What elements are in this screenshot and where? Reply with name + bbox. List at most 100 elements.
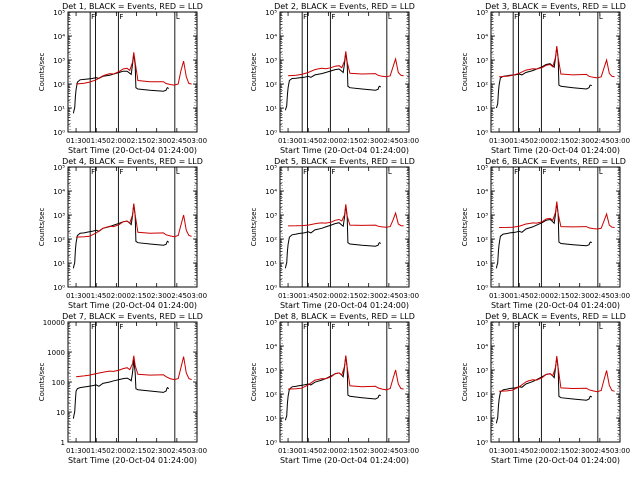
y-axis-label: Counts/sec: [250, 53, 258, 92]
x-tick-label: 01:30: [66, 292, 86, 300]
marker-letter: F: [119, 13, 123, 21]
x-tick-label: 02:30: [570, 137, 590, 145]
y-tick-label: 10²: [476, 236, 488, 244]
marker-letter: F: [331, 168, 335, 176]
x-tick-label: 03:00: [610, 447, 630, 455]
y-tick-label: 1: [61, 439, 65, 447]
x-tick-label: 02:00: [318, 292, 338, 300]
marker-letter: F: [542, 323, 546, 331]
panel-title: Det 6, BLACK = Events, RED = LLD: [485, 157, 626, 166]
y-tick-label: 10⁰: [476, 439, 488, 447]
lld-series-line: [76, 52, 192, 86]
x-tick-label: 02:45: [590, 292, 610, 300]
lld-series-line: [76, 355, 192, 381]
y-tick-label: 10⁰: [53, 284, 65, 292]
x-tick-label: 02:15: [549, 137, 569, 145]
y-tick-label: 10: [56, 409, 65, 417]
events-series-line: [284, 205, 382, 269]
x-tick-label: 02:45: [590, 447, 610, 455]
panel-title: Det 1, BLACK = Events, RED = LLD: [62, 2, 203, 11]
y-tick-label: 10⁵: [476, 164, 488, 172]
x-tick-label: 02:00: [529, 137, 549, 145]
y-tick-label: 10⁴: [265, 343, 277, 351]
x-tick-label: 02:30: [147, 292, 167, 300]
marker-letter: L: [599, 13, 603, 21]
y-tick-label: 100: [52, 379, 65, 387]
y-tick-label: 10⁵: [476, 9, 488, 17]
y-tick-label: 10⁴: [265, 33, 277, 41]
x-tick-label: 02:30: [147, 447, 167, 455]
events-series-line: [495, 46, 592, 109]
marker-letter: L: [388, 13, 392, 21]
y-tick-label: 10¹: [265, 105, 277, 113]
lld-series-line: [499, 46, 615, 79]
plot-frame: [490, 11, 621, 133]
marker-letter: F: [303, 13, 307, 21]
y-tick-label: 10⁵: [53, 9, 65, 17]
lld-series-line: [499, 201, 615, 230]
y-tick-label: 10⁵: [265, 319, 277, 327]
y-tick-label: 10⁰: [476, 284, 488, 292]
x-tick-label: 02:00: [318, 137, 338, 145]
marker-letter: F: [91, 168, 95, 176]
x-tick-label: 02:45: [167, 447, 187, 455]
x-tick-label: 03:00: [399, 137, 419, 145]
marker-letter: F: [514, 13, 518, 21]
plot-frame: [67, 321, 198, 443]
x-tick-label: 02:30: [147, 137, 167, 145]
y-tick-label: 10²: [476, 81, 488, 89]
x-tick-label: 01:45: [509, 292, 529, 300]
x-tick-label: 02:45: [590, 137, 610, 145]
x-tick-label: 02:00: [529, 447, 549, 455]
y-tick-label: 10³: [476, 57, 488, 65]
x-tick-label: 02:30: [359, 137, 379, 145]
panel-title: Det 5, BLACK = Events, RED = LLD: [274, 157, 415, 166]
x-tick-label: 02:30: [359, 447, 379, 455]
x-tick-label: 02:30: [359, 292, 379, 300]
marker-letter: F: [303, 323, 307, 331]
x-tick-label: 01:45: [86, 447, 106, 455]
y-tick-label: 10³: [476, 367, 488, 375]
y-tick-label: 10³: [53, 212, 65, 220]
y-axis-label: Counts/sec: [250, 363, 258, 402]
x-tick-label: 01:45: [86, 292, 106, 300]
x-tick-label: 01:30: [278, 447, 298, 455]
x-tick-label: 02:45: [379, 292, 399, 300]
x-tick-label: 01:30: [489, 137, 509, 145]
x-tick-label: 02:00: [529, 292, 549, 300]
panel-title: Det 9, BLACK = Events, RED = LLD: [485, 312, 626, 321]
x-tick-label: 01:45: [509, 137, 529, 145]
y-tick-label: 10⁴: [53, 188, 65, 196]
y-tick-label: 10⁵: [476, 319, 488, 327]
x-tick-label: 01:30: [489, 292, 509, 300]
panel-title: Det 8, BLACK = Events, RED = LLD: [274, 312, 415, 321]
y-tick-label: 10²: [476, 391, 488, 399]
y-tick-label: 10³: [265, 57, 277, 65]
y-tick-label: 10¹: [265, 260, 277, 268]
y-tick-label: 10³: [265, 212, 277, 220]
lld-series-line: [499, 356, 615, 393]
marker-letter: L: [176, 323, 180, 331]
y-tick-label: 10⁴: [53, 33, 65, 41]
x-tick-label: 03:00: [187, 137, 207, 145]
x-tick-label: 02:00: [106, 292, 126, 300]
marker-letter: F: [91, 323, 95, 331]
x-tick-label: 02:15: [338, 447, 358, 455]
plot-frame: [490, 166, 621, 288]
x-tick-label: 02:15: [549, 447, 569, 455]
x-axis-label: Start Time (20-Oct-04 01:24:00): [280, 301, 409, 310]
x-tick-label: 01:30: [66, 447, 86, 455]
lld-series-line: [288, 355, 404, 391]
plot-frame: [279, 321, 410, 443]
x-tick-label: 02:15: [549, 292, 569, 300]
y-tick-label: 10¹: [53, 260, 65, 268]
events-series-line: [495, 356, 593, 424]
x-axis-label: Start Time (20-Oct-04 01:24:00): [68, 301, 197, 310]
x-tick-label: 01:45: [298, 292, 318, 300]
